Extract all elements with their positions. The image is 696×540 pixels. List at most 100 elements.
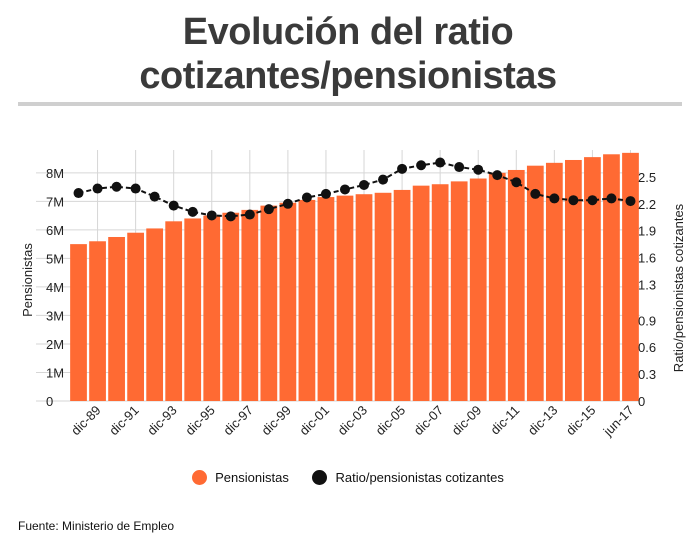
ratio-point-dic-10 (492, 170, 503, 181)
ratio-point-dic-00 (301, 192, 312, 203)
y2-tick-label: 0 (638, 394, 645, 409)
bar-dic-91 (127, 232, 144, 401)
legend: Pensionistas Ratio/pensionistas cotizant… (0, 470, 696, 488)
bar-dic-98 (260, 205, 278, 401)
y2-axis-title: Ratio/pensionistas cotizantes (671, 203, 686, 372)
bar-dic-04 (374, 192, 392, 401)
bar-dic-97 (241, 209, 259, 401)
y2-tick-label: 1.3 (638, 277, 656, 292)
ratio-point-dic-13 (549, 193, 560, 204)
bar-dic-12 (526, 165, 544, 401)
ratio-point-dic-16 (606, 193, 617, 204)
y2-tick-label: 2.5 (638, 170, 656, 185)
x-tick-label: dic-89 (68, 403, 104, 439)
bar-dic-07 (431, 184, 449, 401)
ratio-point-dic-12 (530, 188, 541, 199)
bar-dic-88 (70, 244, 87, 401)
x-tick-label: dic-09 (449, 403, 485, 439)
legend-item-ratio: Ratio/pensionistas cotizantes (312, 470, 504, 485)
x-tick-label: dic-93 (144, 403, 180, 439)
ratio-point-dic-99 (282, 198, 293, 209)
combo-chart: 0 1M 2M 3M 4M 5M 6M 7M 8M 0 0.3 0.6 0.9 1.3 1.6 1.9 2.2 2… (20, 150, 686, 440)
ratio-point-jun-17 (625, 196, 636, 207)
bar-dic-03 (355, 194, 373, 401)
ratio-point-dic-07 (435, 157, 446, 168)
y-tick-label: 1M (46, 365, 64, 380)
bar-dic-01 (317, 197, 335, 401)
ratio-point-dic-88 (73, 188, 84, 199)
x-tick-label: dic-07 (411, 403, 447, 439)
ratio-point-dic-93 (168, 200, 179, 211)
bar-dic-11 (507, 169, 525, 401)
ratio-point-dic-92 (149, 191, 160, 202)
legend-swatch-ratio (312, 470, 328, 485)
ratio-point-dic-11 (511, 177, 522, 188)
ratio-point-dic-04 (378, 174, 389, 185)
y-tick-label: 8M (46, 166, 64, 181)
bar-dic-16 (603, 154, 620, 401)
ratio-point-dic-90 (111, 181, 122, 192)
x-tick-label: dic-05 (373, 403, 409, 439)
ratio-point-dic-14 (568, 195, 579, 206)
bar-dic-15 (584, 157, 601, 401)
ratio-point-dic-97 (244, 209, 255, 220)
y2-tick-label: 0.6 (638, 340, 656, 355)
legend-swatch-pensionistas (192, 470, 208, 485)
y2-tick-label: 0.3 (638, 367, 656, 382)
y-tick-label: 5M (46, 251, 64, 266)
bar-dic-09 (469, 178, 487, 401)
x-tick-label: dic-13 (525, 403, 561, 439)
ratio-point-dic-03 (359, 179, 370, 190)
ratio-point-dic-15 (587, 195, 598, 206)
x-tick-label: jun-17 (600, 403, 637, 440)
x-tick-label: dic-99 (258, 403, 294, 439)
bar-dic-13 (545, 162, 563, 401)
x-tick-label: dic-01 (296, 403, 332, 439)
y-tick-label: 4M (46, 280, 64, 295)
source-note: Fuente: Ministerio de Empleo (18, 519, 175, 533)
bar-dic-93 (165, 221, 183, 401)
y2-tick-label: 1.9 (638, 224, 656, 239)
legend-label-ratio: Ratio/pensionistas cotizantes (335, 470, 504, 485)
x-tick-label: dic-03 (334, 403, 370, 439)
ratio-point-dic-01 (320, 188, 331, 199)
y2-tick-label: 1.6 (638, 251, 656, 266)
ratio-point-dic-89 (92, 183, 103, 194)
x-tick-label: dic-95 (182, 403, 218, 439)
ratio-point-dic-05 (397, 163, 408, 174)
x-tick-label: dic-97 (220, 403, 256, 439)
legend-label-pensionistas: Pensionistas (215, 470, 289, 485)
ratio-point-dic-09 (473, 164, 484, 175)
ratio-point-dic-91 (130, 183, 141, 194)
ratio-point-dic-08 (454, 162, 465, 173)
bar-dic-99 (279, 202, 297, 401)
bar-dic-00 (298, 199, 316, 401)
ratio-point-dic-02 (339, 184, 350, 195)
bar-dic-10 (488, 172, 506, 401)
title-divider (18, 102, 682, 106)
bar-dic-02 (336, 195, 354, 401)
bar-dic-95 (203, 215, 221, 401)
chart-title: Evolución del ratio cotizantes/pensionis… (0, 10, 696, 98)
legend-item-pensionistas: Pensionistas (192, 470, 289, 485)
bar-dic-05 (393, 189, 411, 401)
x-tick-label: dic-91 (106, 403, 142, 439)
bar-dic-89 (89, 241, 106, 401)
y-tick-label: 0 (46, 394, 53, 409)
bar-dic-92 (146, 228, 164, 401)
x-tick-label: dic-11 (487, 403, 522, 438)
bar-dic-06 (412, 185, 430, 401)
bar-dic-90 (108, 236, 125, 401)
bar-dic-96 (222, 212, 240, 401)
y-tick-label: 6M (46, 223, 64, 238)
bar-jun-17 (622, 152, 639, 401)
y-tick-label: 2M (46, 337, 64, 352)
bar-dic-08 (450, 181, 468, 401)
title-line-2: cotizantes/pensionistas (139, 55, 557, 97)
y2-tick-label: 2.2 (638, 197, 656, 212)
y2-tick-label: 0.9 (638, 313, 656, 328)
ratio-point-dic-95 (206, 210, 217, 221)
y-axis-title: Pensionistas (20, 243, 35, 317)
x-tick-label: dic-15 (563, 403, 599, 439)
y-tick-label: 7M (46, 194, 64, 209)
